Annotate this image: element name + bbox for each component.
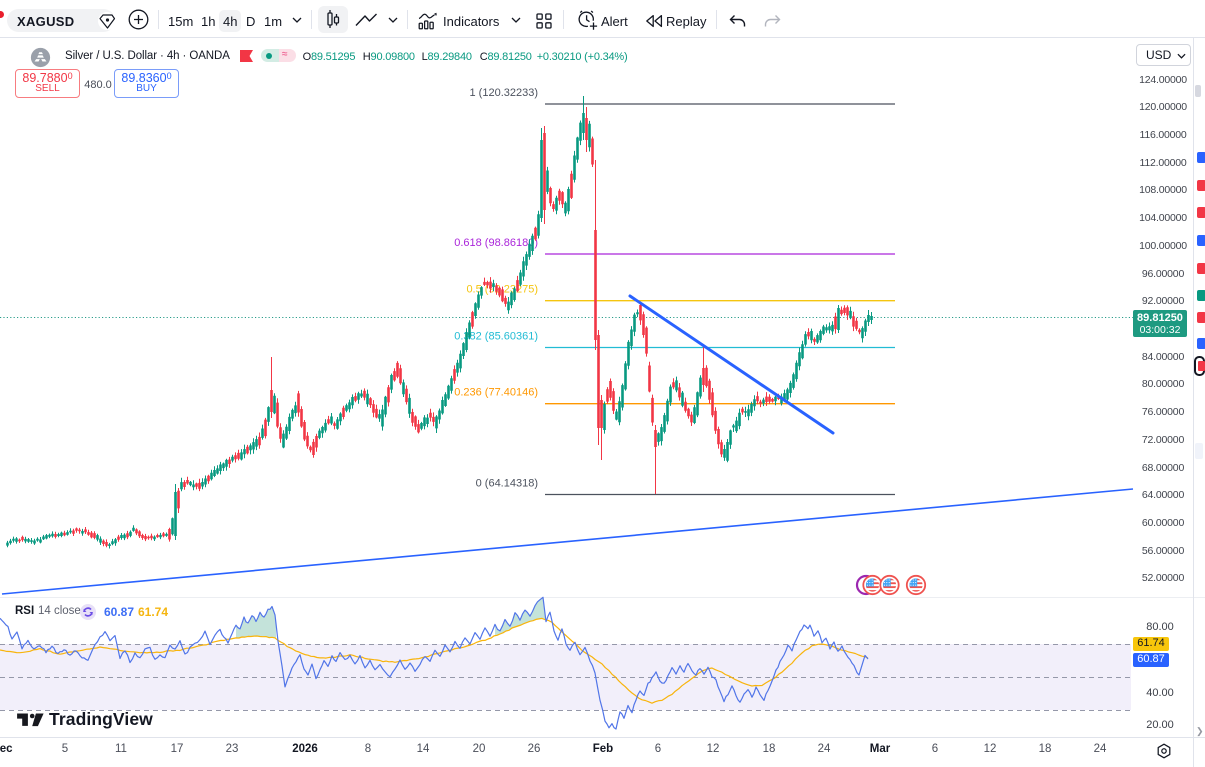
svg-text:0.618 (98.86180): 0.618 (98.86180) xyxy=(454,237,538,249)
svg-text:1 (120.32233): 1 (120.32233) xyxy=(470,87,539,99)
svg-text:0 (64.14318): 0 (64.14318) xyxy=(476,478,538,490)
svg-text:0.236 (77.40146): 0.236 (77.40146) xyxy=(454,387,538,399)
svg-text:0.382 (85.60361): 0.382 (85.60361) xyxy=(454,331,538,343)
